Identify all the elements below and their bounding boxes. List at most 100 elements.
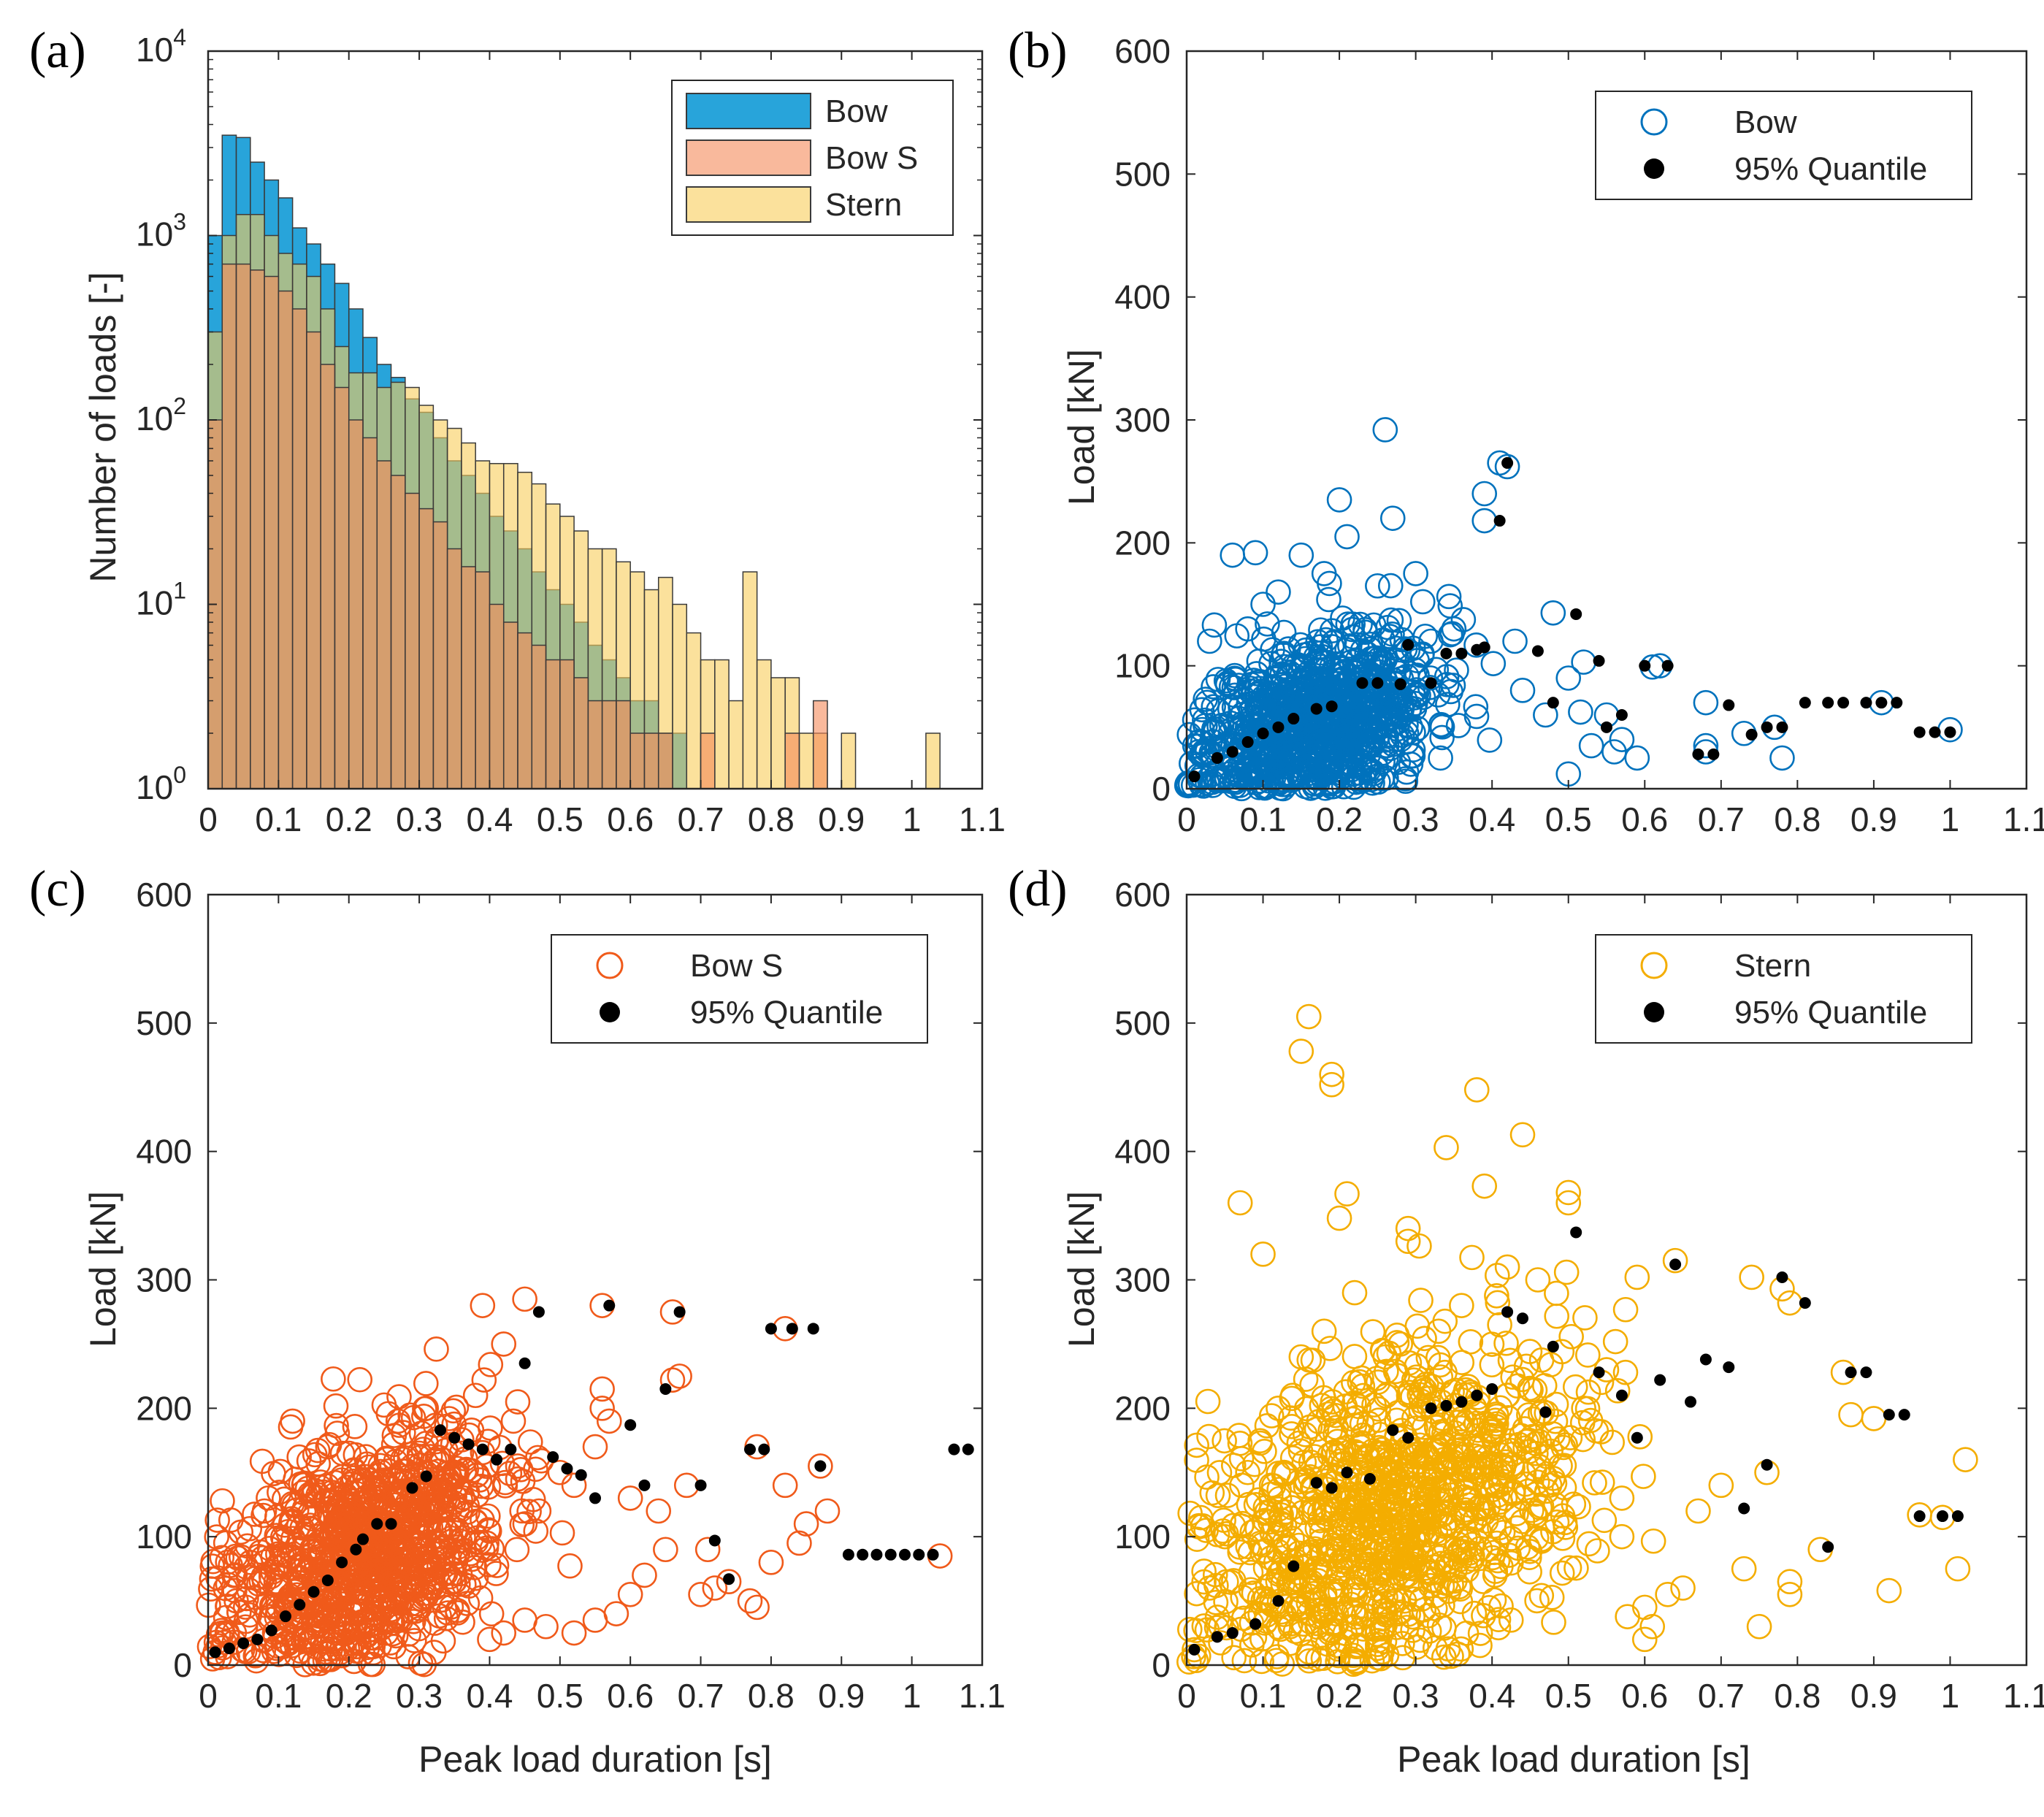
scatter-point: [1304, 1515, 1331, 1541]
legend-swatch: [686, 186, 811, 223]
scatter-point: [1436, 1549, 1462, 1575]
x-tick-label: 0: [1177, 1677, 1196, 1715]
scatter-point: [319, 1480, 345, 1505]
scatter-point: [1769, 745, 1795, 771]
panel-d: (d) 0 0.1 0.2 0.3 0.4 0.5 0.6 0.7 0.8 0.9 1 1.1 0 100…: [1008, 861, 2044, 1780]
scatter-point: [386, 1384, 412, 1409]
scatter-point: [222, 1577, 248, 1604]
quantile-point: [357, 1533, 369, 1545]
scatter-point: [471, 1367, 497, 1393]
scatter-point: [1341, 1279, 1368, 1306]
scatter-point: [1540, 1421, 1566, 1447]
scatter-point: [367, 1453, 393, 1479]
scatter-point: [1377, 1458, 1404, 1484]
scatter-point: [1246, 648, 1272, 674]
scatter-point: [1317, 1336, 1343, 1361]
scatter-point: [1342, 740, 1369, 765]
scatter-point: [1295, 1542, 1321, 1567]
scatter-point: [1288, 1038, 1314, 1064]
scatter-point: [1662, 1247, 1688, 1274]
scatter-point: [283, 1497, 310, 1523]
x-tick-label: 0.8: [1774, 1677, 1821, 1715]
scatter-point: [1355, 1445, 1380, 1472]
quantile-point: [1440, 647, 1452, 659]
scatter-point: [300, 1534, 326, 1561]
scatter-point: [1555, 665, 1582, 691]
scatter-point: [632, 1562, 657, 1588]
legend-label: Bow S: [825, 140, 918, 176]
scatter-point: [199, 1553, 226, 1579]
scatter-point: [582, 1607, 608, 1633]
scatter-point: [1360, 770, 1385, 796]
scatter-point: [296, 1501, 322, 1527]
quantile-point: [1929, 726, 1941, 738]
y-tick-label: 500: [1114, 1004, 1171, 1042]
scatter-point: [1323, 1601, 1350, 1627]
scatter-point: [315, 1542, 340, 1569]
scatter-point: [1266, 1461, 1291, 1486]
histogram-bar-bow-s: [559, 659, 575, 789]
scatter-point: [1409, 589, 1436, 615]
scatter-point: [1467, 1621, 1493, 1646]
quantile-point: [420, 1470, 432, 1483]
scatter-point: [1655, 1581, 1680, 1607]
scatter-point: [1379, 690, 1405, 716]
scatter-point: [1196, 1423, 1222, 1450]
histogram-bar-bow-s: [461, 566, 476, 789]
scatter-point: [1293, 1422, 1318, 1447]
quantile-point: [1951, 1510, 1964, 1523]
scatter-point: [1344, 1488, 1371, 1515]
quantile-point: [1776, 721, 1788, 733]
scatter-point: [1531, 1373, 1558, 1399]
quantile-point: [1188, 770, 1201, 783]
panel-b-ylabel: Load [kN]: [1061, 349, 1102, 505]
quantile-point: [237, 1637, 250, 1650]
scatter-point: [364, 1471, 391, 1496]
scatter-point: [1522, 1500, 1547, 1526]
scatter-point: [1582, 1470, 1607, 1496]
y-tick-label: 100: [1114, 1518, 1171, 1556]
scatter-point: [1547, 1453, 1573, 1479]
x-tick-label: 0.1: [255, 800, 302, 838]
scatter-point: [1316, 769, 1342, 795]
scatter-point: [1387, 1331, 1414, 1357]
histogram-bar-bow-s: [348, 419, 364, 789]
histogram-bar-stern: [756, 659, 772, 789]
quantile-point: [1188, 1643, 1201, 1656]
scatter-point: [1460, 1543, 1485, 1569]
quantile-point: [1478, 641, 1490, 654]
scatter-point: [491, 1620, 517, 1646]
scatter-point: [1333, 1532, 1358, 1558]
scatter-point: [302, 1442, 328, 1468]
scatter-point: [1485, 1290, 1511, 1316]
scatter-point: [359, 1612, 384, 1637]
histogram-bar-stern: [672, 603, 688, 789]
scatter-point: [413, 1396, 440, 1421]
scatter-point: [324, 1412, 349, 1439]
scatter-point: [1509, 1122, 1536, 1148]
scatter-point: [1838, 1401, 1864, 1428]
scatter-point: [1286, 1532, 1312, 1558]
scatter-point: [1415, 1344, 1442, 1371]
scatter-point: [1396, 1602, 1421, 1627]
quantile-point: [708, 1534, 721, 1547]
scatter-point: [1269, 1651, 1295, 1677]
scatter-point: [218, 1507, 244, 1533]
quantile-point: [1394, 678, 1406, 690]
scatter-point: [1494, 1254, 1520, 1280]
scatter-point: [1333, 724, 1359, 751]
scatter-point: [793, 1511, 819, 1537]
quantile-point: [1937, 1510, 1948, 1523]
scatter-point: [1534, 1478, 1560, 1504]
scatter-point: [391, 1420, 416, 1445]
histogram-bar-bow-s: [573, 677, 589, 789]
scatter-point: [1400, 743, 1426, 769]
scatter-point: [1571, 1396, 1596, 1421]
legend-marker: [1644, 1002, 1664, 1022]
scatter-point: [1358, 1496, 1383, 1522]
quantile-point: [1761, 1458, 1773, 1471]
scatter-point: [267, 1480, 292, 1505]
scatter-point: [318, 1488, 344, 1514]
scatter-point: [413, 1510, 439, 1536]
panel-d-ylabel: Load [kN]: [1061, 1191, 1102, 1347]
